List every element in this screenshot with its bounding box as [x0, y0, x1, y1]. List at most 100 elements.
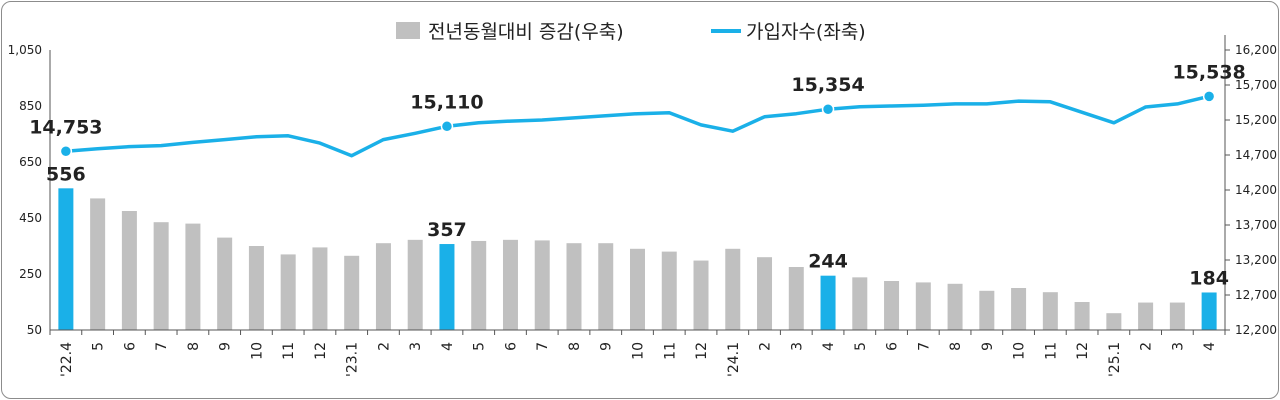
right-axis-tick: 13,200 — [1235, 253, 1277, 267]
bar — [788, 267, 804, 330]
x-axis-tick-label: 9 — [599, 342, 615, 351]
x-axis-tick-label: 5 — [91, 342, 107, 351]
x-axis-tick-label: 4 — [821, 342, 837, 351]
x-axis-tick-label: 7 — [916, 342, 932, 351]
bar — [915, 282, 931, 330]
legend: 전년동월대비 증감(우축) 가입자수(좌축) — [396, 21, 866, 43]
line-marker — [821, 102, 835, 116]
x-axis-tick-label: 9 — [218, 342, 234, 351]
legend-bar-label: 전년동월대비 증감(우축) — [428, 21, 624, 43]
right-axis-tick: 12,200 — [1235, 323, 1277, 337]
line-data-label: 14,753 — [29, 116, 102, 138]
bar — [979, 290, 995, 330]
data-labels: 556 357 244 184 14,753 15,110 15,354 15,538 — [29, 61, 1246, 289]
left-axis-tick: 50 — [27, 323, 42, 337]
legend-line-label: 가입자수(좌축) — [746, 21, 866, 43]
x-axis-tick-label: 12 — [694, 342, 710, 360]
right-axis-tick: 12,700 — [1235, 288, 1277, 302]
x-axis-tick-label: 12 — [313, 342, 329, 360]
bar — [280, 254, 296, 330]
bar — [217, 237, 233, 330]
x-axis-tick-label: 10 — [249, 342, 265, 360]
x-axis-tick-label: '22.4 — [59, 342, 75, 377]
left-axis-tick: 450 — [19, 211, 42, 225]
bar — [121, 211, 137, 330]
x-axis-tick-label: 5 — [472, 342, 488, 351]
right-axis-tick: 14,700 — [1235, 148, 1277, 162]
left-axis-tick: 650 — [19, 155, 42, 169]
x-axis-tick-label: 8 — [567, 342, 583, 351]
bar — [1106, 313, 1122, 330]
x-axis-tick-label: 11 — [1043, 342, 1059, 360]
bar — [153, 222, 169, 330]
bar — [1138, 302, 1154, 330]
bar — [598, 243, 614, 330]
x-axis-tick-label: 8 — [186, 342, 202, 351]
x-axis-tick-label: 11 — [281, 342, 297, 360]
x-axis-tick-label: 3 — [1170, 342, 1186, 351]
x-axis-tick-label: 6 — [122, 342, 138, 351]
x-axis-tick-label: 2 — [376, 342, 392, 351]
x-axis-tick-label: '23.1 — [345, 342, 361, 377]
x-axis-tick-label: 7 — [535, 342, 551, 351]
line-data-label: 15,538 — [1172, 61, 1245, 83]
line-data-label: 15,354 — [791, 74, 864, 96]
legend-bar-swatch — [396, 22, 420, 39]
bar — [725, 248, 741, 330]
x-axis-tick-label: 4 — [1202, 342, 1218, 351]
x-axis-tick-label: 2 — [1139, 342, 1155, 351]
bar — [375, 243, 391, 330]
x-axis-tick-label: 5 — [853, 342, 869, 351]
bar — [757, 257, 773, 330]
bar — [312, 247, 328, 330]
bar — [947, 283, 963, 330]
bar — [661, 251, 677, 330]
bar — [248, 246, 264, 330]
bar-data-label: 184 — [1189, 267, 1229, 289]
x-axis-tick-label: 12 — [1075, 342, 1091, 360]
x-axis-tick-label: 10 — [1012, 342, 1028, 360]
bar — [884, 281, 900, 330]
x-axis: '22.4 5 6 7 8 9 10 11 12 '23.1 2 3 4 5 6 7 8 9 10 11 12 '24.1… — [49, 329, 1226, 377]
left-axis-tick: 1,050 — [8, 43, 42, 57]
left-axis: 50 250 450 650 850 1,050 — [8, 43, 51, 337]
x-axis-tick-label: 7 — [154, 342, 170, 351]
line-data-label: 15,110 — [410, 91, 483, 113]
bar-data-label: 357 — [427, 219, 467, 241]
x-axis-tick-label: 10 — [631, 342, 647, 360]
left-axis-tick: 250 — [19, 267, 42, 281]
bar — [185, 223, 201, 330]
bar — [407, 239, 423, 330]
bar — [1042, 292, 1058, 330]
x-axis-tick-label: 6 — [503, 342, 519, 351]
bar — [90, 198, 106, 330]
bar-data-label: 556 — [46, 163, 86, 185]
right-axis-tick: 15,200 — [1235, 113, 1277, 127]
bar — [1169, 302, 1185, 330]
line-path — [65, 94, 1210, 158]
bar — [344, 255, 360, 330]
bar — [502, 239, 518, 330]
bar — [852, 277, 868, 330]
bar-highlight — [439, 244, 455, 330]
bar — [693, 260, 709, 330]
bar-highlight — [1201, 292, 1217, 330]
x-axis-tick-label: 3 — [789, 342, 805, 351]
right-axis-tick: 13,700 — [1235, 218, 1277, 232]
bar — [630, 248, 645, 330]
right-axis-tick: 15,700 — [1235, 78, 1277, 92]
bar — [471, 240, 487, 330]
x-axis-tick-label: 6 — [885, 342, 901, 351]
x-axis-tick-label: '24.1 — [726, 342, 742, 377]
x-axis-tick-label: 8 — [948, 342, 964, 351]
x-axis-tick-label: '25.1 — [1107, 342, 1123, 377]
x-axis-tick-label: 11 — [662, 342, 678, 360]
line-series — [59, 90, 1216, 158]
line-marker — [1202, 90, 1216, 103]
line-marker — [440, 120, 454, 133]
bar-highlight — [58, 188, 74, 330]
right-axis-tick: 14,200 — [1235, 183, 1277, 197]
bar-data-label: 244 — [808, 251, 848, 273]
bar — [1074, 302, 1090, 330]
